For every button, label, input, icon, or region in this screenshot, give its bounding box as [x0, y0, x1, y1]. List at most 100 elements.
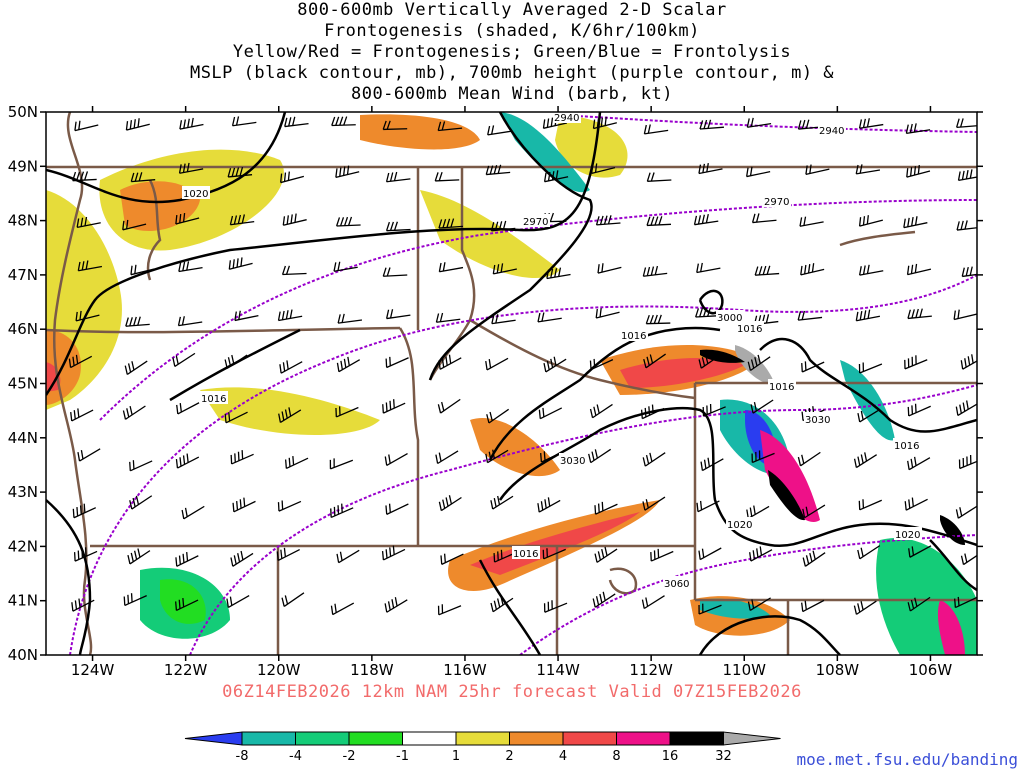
colorbar-tick-label: 4 — [559, 749, 567, 764]
wind-barb-flag — [130, 462, 131, 471]
lat-tick-label: 44N — [8, 429, 38, 447]
wind-barb-flag — [176, 557, 177, 566]
wind-barb-flag — [180, 556, 181, 565]
wind-barb-flag — [645, 408, 646, 417]
wind-barb-flag — [84, 504, 85, 513]
colorbar-tick-label: 2 — [505, 749, 513, 764]
colorbar-swatch — [510, 732, 564, 745]
wind-barb-flag — [244, 498, 245, 507]
lat-tick-label: 46N — [8, 320, 38, 338]
lat-tick-label: 43N — [8, 483, 38, 501]
wind-barb-flag — [133, 460, 134, 469]
colorbar-swatch — [563, 732, 617, 745]
wind-barb-flag — [293, 456, 294, 465]
wind-barb-flag — [288, 172, 289, 181]
wind-barb-flag — [955, 599, 956, 608]
height-label: 3000 — [717, 313, 742, 324]
lat-tick-label: 41N — [8, 592, 38, 610]
colorbar-tick-label: 16 — [662, 749, 679, 764]
wind-barb-flag — [81, 505, 82, 514]
wind-barb-flag — [176, 601, 177, 610]
lon-tick-label: 116W — [443, 661, 487, 679]
height-label: 2940 — [819, 126, 844, 137]
mslp-label: 1016 — [737, 324, 762, 335]
colorbar-swatch — [296, 732, 350, 745]
mslp-label: 1016 — [513, 549, 538, 560]
colorbar-swatch — [403, 732, 457, 745]
wind-barb-flag — [124, 596, 125, 605]
wind-barb-flag — [907, 168, 908, 177]
lon-tick-label: 108W — [816, 661, 860, 679]
wind-barb-flag — [132, 593, 133, 602]
lon-tick-label: 106W — [909, 661, 953, 679]
wind-barb-flag — [386, 549, 387, 558]
wind-barb-flag — [386, 402, 387, 411]
wind-barb-flag — [394, 399, 395, 408]
wind-barb-flag — [386, 359, 387, 368]
wind-barb-flag — [918, 165, 919, 174]
wind-barb-flag — [286, 460, 287, 469]
colorbar-tick-label: -2 — [343, 749, 356, 764]
wind-barb-flag — [240, 499, 241, 508]
wind-barb-flag — [73, 509, 74, 518]
wind-barb-flag — [183, 554, 184, 563]
height-label: 2970 — [764, 197, 789, 208]
lon-tick-label: 114W — [536, 661, 580, 679]
colorbar-swatch — [617, 732, 671, 745]
lat-tick-label: 48N — [8, 212, 38, 230]
wind-barb-flag — [543, 408, 544, 417]
lat-tick-label: 47N — [8, 266, 38, 284]
source-credit: moe.met.fsu.edu/banding — [796, 750, 1018, 769]
wind-barb-flag — [229, 412, 230, 421]
lat-tick-label: 50N — [8, 103, 38, 121]
wind-barb-flag — [187, 552, 188, 561]
wind-barb-flag — [386, 505, 387, 514]
wind-barb-flag — [595, 505, 596, 514]
colorbar-arrow-left — [185, 732, 242, 745]
wind-barb-flag — [237, 501, 238, 510]
lon-tick-label: 118W — [350, 661, 394, 679]
wind-barb-flag — [805, 361, 806, 370]
colorbar-swatch — [456, 732, 510, 745]
wind-barb-flag — [541, 453, 542, 462]
colorbar-tick-label: -4 — [289, 749, 302, 764]
lon-tick-label: 112W — [629, 661, 673, 679]
lat-tick-label: 45N — [8, 375, 38, 393]
colorbar-arrow-right — [724, 732, 781, 745]
wind-barb-flag — [652, 405, 653, 414]
wind-barb-flag — [594, 359, 595, 368]
mslp-label: 1016 — [621, 331, 646, 342]
wind-barb-flag — [915, 166, 916, 175]
wind-barb-flag — [390, 504, 391, 513]
lon-tick-label: 110W — [723, 661, 767, 679]
mslp-label: 1016 — [201, 394, 226, 405]
lat-tick-label: 42N — [8, 537, 38, 555]
wind-barb-flag — [602, 502, 603, 511]
height-label: 2970 — [523, 217, 548, 228]
wind-barb-flag — [649, 406, 650, 415]
colorbar-tick-label: 1 — [452, 749, 460, 764]
forecast-valid-line: 06Z14FEB2026 12km NAM 25hr forecast Vali… — [0, 682, 1024, 702]
wind-barb-flag — [445, 554, 446, 563]
wind-barb-flag — [77, 507, 78, 516]
colorbar-tick-label: 8 — [612, 749, 620, 764]
wind-barb-flag — [390, 401, 391, 410]
wind-barb-flag — [390, 547, 391, 556]
colorbar-tick-label: -8 — [236, 749, 249, 764]
lat-tick-label: 49N — [8, 157, 38, 175]
mslp-label: 1020 — [895, 530, 920, 541]
wind-barb-flag — [233, 503, 234, 512]
wind-barb-flag — [599, 504, 600, 513]
colorbar-tick-label: 32 — [715, 749, 732, 764]
height-label: 3060 — [664, 579, 689, 590]
wind-barb-flag — [590, 361, 591, 370]
wind-barb-flag — [539, 410, 540, 419]
wind-barb-flag — [281, 174, 282, 183]
wind-barb-flag — [642, 410, 643, 419]
wind-barb-flag — [128, 595, 129, 604]
wind-barb-flag — [393, 546, 394, 555]
mslp-label: 1020 — [183, 189, 208, 200]
height-label: 2940 — [554, 113, 579, 124]
mslp-label: 1016 — [894, 441, 919, 452]
wind-barb-flag — [544, 451, 545, 460]
